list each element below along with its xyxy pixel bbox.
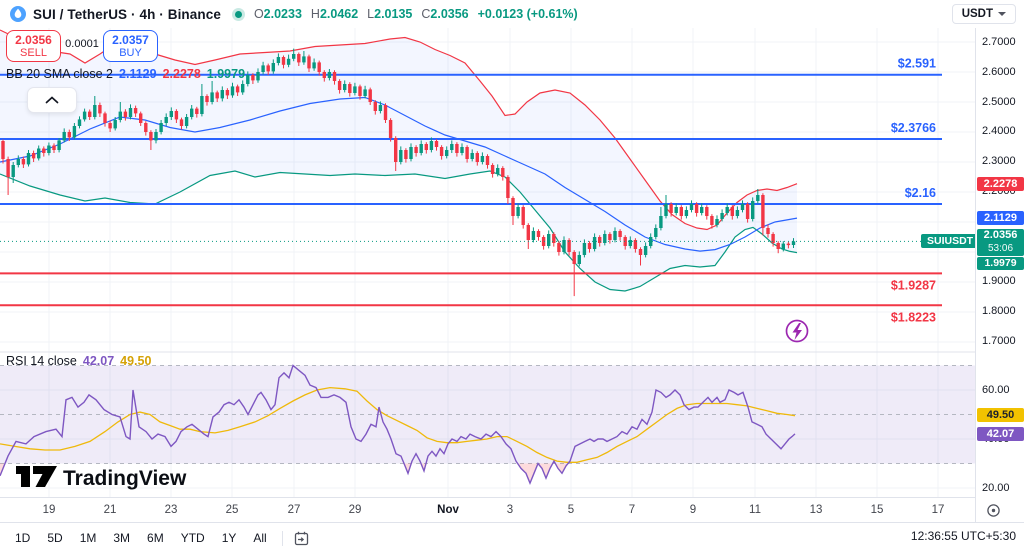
rsi-ma-value: 49.50 — [120, 354, 152, 368]
price-tick: 2.3000 — [982, 155, 1016, 167]
bb-lower-value: 1.9979 — [206, 67, 246, 81]
time-tick: 7 — [628, 504, 636, 516]
price-tick: 1.8000 — [982, 305, 1016, 317]
boost-button[interactable] — [785, 319, 809, 343]
price-tick: 1.7000 — [982, 335, 1016, 347]
symbol-header: SUI / TetherUS · 4h · Binance O2.0233 H2… — [0, 0, 1024, 28]
bb-upper-value: 2.2278 — [162, 67, 201, 81]
bollinger-upper-line — [0, 29, 798, 231]
time-tick: 19 — [42, 504, 56, 516]
time-tick: 11 — [749, 504, 761, 516]
time-tick: 25 — [225, 504, 239, 516]
bollinger-mid-line — [0, 96, 798, 252]
toolbar-divider — [281, 530, 283, 546]
rsi-oversold-fill — [404, 463, 412, 474]
open-value: 2.0233 — [263, 7, 302, 21]
price-axis[interactable]: 2.7000 2.6000 2.5000 2.4000 2.3000 2.2000 1.90… — [975, 0, 1024, 522]
calendar-icon — [294, 531, 308, 545]
symbol-price-label: SUIUSDT — [921, 234, 980, 248]
price-tick: 2.7000 — [982, 36, 1016, 48]
time-tick: 3 — [506, 504, 514, 516]
rsi-oversold-fill — [517, 463, 538, 484]
time-tick: 21 — [103, 504, 117, 516]
time-tick: 9 — [689, 504, 697, 516]
rsi-indicator-legend[interactable]: RSI 14 close 42.07 49.50 — [6, 354, 152, 368]
range-button-1d[interactable]: 1D — [15, 531, 31, 545]
level-label: $1.8223 — [891, 310, 936, 324]
sell-button[interactable]: 2.0356 SELL — [6, 30, 61, 62]
rsi-line — [0, 364, 796, 485]
range-button-3m[interactable]: 3M — [113, 531, 131, 545]
low-value: 2.0135 — [374, 7, 413, 21]
bollinger-bands — [0, 29, 798, 292]
bar-countdown: 53:06 — [987, 243, 1014, 254]
rsi-value: 42.07 — [82, 354, 115, 368]
change-value: +0.0123 (+0.61%) — [477, 7, 578, 21]
time-tick: 17 — [931, 504, 945, 516]
ohlc-values: O2.0233 H2.0462 L2.0135 C2.0356 — [253, 7, 469, 21]
time-tick: 15 — [870, 504, 884, 516]
price-tick: 1.9000 — [982, 275, 1016, 287]
rsi-ma-badge: 49.50 — [977, 408, 1024, 422]
time-axis[interactable]: 19 21 23 25 27 29 Nov 3 5 7 9 11 13 15 17 — [0, 497, 975, 522]
grid-lines — [0, 28, 975, 497]
sui-coin-logo — [10, 6, 26, 22]
price-tick: 20.00 — [982, 482, 1010, 494]
bollinger-lower-line — [0, 170, 798, 292]
level-label: $1.9287 — [891, 278, 936, 292]
level-label: $2.16 — [905, 186, 936, 200]
chevron-up-icon — [45, 96, 59, 104]
go-to-date-button[interactable] — [293, 530, 310, 547]
time-tick: Nov — [437, 504, 459, 516]
bb-upper-badge: 2.2278 — [977, 177, 1024, 191]
bottom-toolbar: 1D 5D 1M 3M 6M YTD 1Y All — [0, 522, 1024, 553]
level-label: $2.3766 — [891, 121, 936, 135]
bollinger-fill — [0, 30, 797, 291]
axis-settings-button[interactable] — [986, 503, 1001, 523]
last-price-badge: 2.0356 53:06 — [977, 229, 1024, 256]
bb-indicator-legend[interactable]: BB 20 SMA close 2 2.1129 2.2278 1.9979 — [6, 67, 246, 81]
clock-display[interactable]: 12:36:55 UTC+5:30 — [910, 529, 1016, 543]
time-tick: 29 — [348, 504, 362, 516]
currency-dropdown[interactable]: USDT — [951, 4, 1016, 24]
time-tick: 5 — [567, 504, 575, 516]
close-value: 2.0356 — [430, 7, 469, 21]
price-tick: 2.5000 — [982, 96, 1016, 108]
rsi-value-badge: 42.07 — [977, 427, 1024, 441]
price-tick: 60.00 — [982, 384, 1010, 396]
range-button-ytd[interactable]: YTD — [180, 531, 205, 545]
range-button-all[interactable]: All — [253, 531, 267, 545]
watermark-text: TradingView — [63, 467, 187, 490]
candlestick-series — [1, 48, 796, 297]
level-label: $2.591 — [898, 57, 936, 71]
rsi-pane — [0, 364, 975, 485]
range-button-6m[interactable]: 6M — [147, 531, 164, 545]
target-circle-icon — [987, 504, 1000, 517]
rsi-oversold-fill — [555, 463, 568, 474]
chevron-down-icon — [998, 12, 1006, 16]
range-button-1m[interactable]: 1M — [79, 531, 97, 545]
bb-mid-value: 2.1129 — [119, 67, 157, 81]
range-button-5d[interactable]: 5D — [47, 531, 63, 545]
spread-value: 0.0001 — [65, 38, 99, 50]
bb-lower-badge: 1.9979 — [977, 257, 1024, 270]
time-tick: 27 — [287, 504, 301, 516]
collapse-legend-button[interactable] — [27, 87, 77, 113]
price-tick: 2.4000 — [982, 125, 1016, 137]
time-tick: 23 — [164, 504, 178, 516]
price-tick: 2.6000 — [982, 66, 1016, 78]
price-level-lines: $2.591 $2.3766 $2.16 $1.9287 $1.8223 — [0, 57, 942, 324]
symbol-title[interactable]: SUI / TetherUS · 4h · Binance — [33, 6, 221, 22]
rsi-ma-line — [0, 386, 796, 463]
high-value: 2.0462 — [319, 7, 359, 21]
tradingview-logo[interactable]: TradingView — [16, 466, 187, 490]
market-status-dot — [234, 10, 242, 18]
bb-mid-badge: 2.1129 — [977, 211, 1024, 225]
range-button-1y[interactable]: 1Y — [221, 531, 237, 545]
time-tick: 13 — [809, 504, 823, 516]
buy-button[interactable]: 2.0357 BUY — [103, 30, 158, 62]
